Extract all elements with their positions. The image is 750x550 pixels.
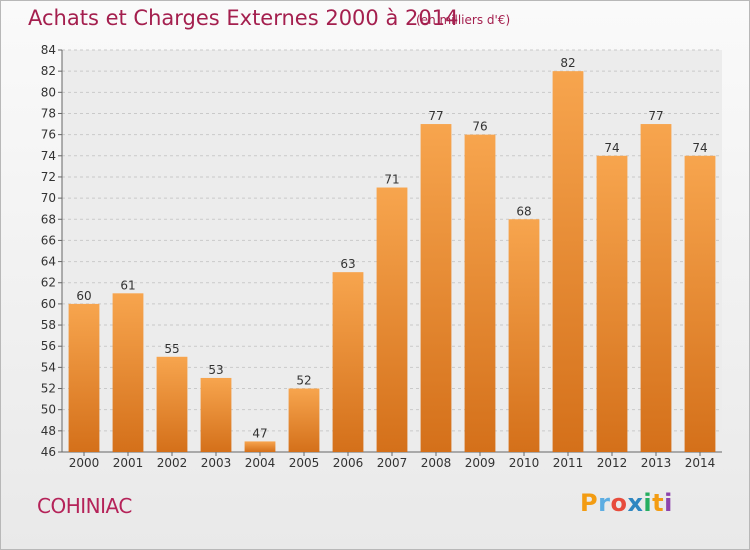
logo-letter: i: [664, 489, 673, 517]
x-tick-label: 2014: [685, 456, 716, 470]
x-tick-label: 2011: [553, 456, 584, 470]
data-label: 52: [296, 374, 311, 388]
bar: [420, 124, 452, 452]
x-tick-label: 2003: [201, 456, 232, 470]
x-tick-label: 2012: [597, 456, 628, 470]
bar: [244, 441, 276, 452]
data-label: 68: [516, 204, 531, 218]
y-tick-label: 72: [41, 170, 56, 184]
bar: [288, 388, 320, 452]
x-tick-label: 2007: [377, 456, 408, 470]
y-tick-label: 70: [41, 191, 56, 205]
bar: [552, 71, 584, 452]
y-tick-label: 54: [41, 360, 56, 374]
data-label: 74: [604, 141, 619, 155]
x-tick-label: 2006: [333, 456, 364, 470]
logo-letter: i: [643, 489, 653, 517]
logo-letter: P: [580, 489, 599, 517]
bar: [376, 187, 408, 453]
data-labels: 60 61 55 53 47 52 63 71 77 76 68 82 74 77 74: [76, 56, 707, 440]
y-tick-label: 82: [41, 64, 56, 78]
logo-letter: r: [598, 489, 611, 517]
x-tick-label: 2000: [69, 456, 100, 470]
x-tick-label: 2010: [509, 456, 540, 470]
bar: [596, 155, 628, 452]
y-tick-label: 58: [41, 318, 56, 332]
data-label: 61: [120, 278, 135, 292]
data-label: 82: [560, 56, 575, 70]
y-tick-label: 46: [41, 445, 56, 459]
y-tick-label: 74: [41, 149, 56, 163]
bar: [200, 377, 232, 452]
y-tick-label: 80: [41, 85, 56, 99]
y-tick-label: 60: [41, 297, 56, 311]
data-label: 63: [340, 257, 355, 271]
bars: [68, 71, 716, 453]
y-axis: 46 48 50 52 54 56 58 60 62 64 66 68 70 72 74 76 78 80 82 84: [41, 43, 63, 459]
data-label: 60: [76, 289, 91, 303]
logo-letter: x: [627, 489, 644, 517]
data-label: 55: [164, 342, 179, 356]
bar: [684, 155, 716, 452]
data-label: 74: [692, 141, 707, 155]
x-tick-label: 2005: [289, 456, 320, 470]
chart-unit: (en milliers d'€): [416, 13, 511, 27]
proxiti-logo[interactable]: Proxiti: [580, 489, 673, 517]
data-label: 77: [648, 109, 663, 123]
y-tick-label: 48: [41, 424, 56, 438]
x-tick-label: 2008: [421, 456, 452, 470]
bar: [156, 356, 188, 452]
y-tick-label: 50: [41, 403, 56, 417]
bar: [68, 303, 100, 452]
data-label: 77: [428, 109, 443, 123]
data-label: 53: [208, 363, 223, 377]
y-tick-label: 62: [41, 276, 56, 290]
bar: [464, 134, 496, 452]
x-tick-label: 2013: [641, 456, 672, 470]
chart-title: Achats et Charges Externes 2000 à 2014: [28, 6, 459, 30]
bar: [640, 124, 672, 452]
logo-letter: t: [652, 489, 665, 517]
x-tick-label: 2009: [465, 456, 496, 470]
logo-letter: o: [610, 489, 628, 517]
bar: [112, 293, 144, 452]
y-tick-label: 68: [41, 212, 56, 226]
y-tick-label: 78: [41, 106, 56, 120]
bar: [332, 272, 364, 452]
y-tick-label: 56: [41, 339, 56, 353]
bar: [508, 219, 540, 452]
data-label: 47: [252, 426, 267, 440]
x-tick-label: 2001: [113, 456, 144, 470]
x-tick-label: 2002: [157, 456, 188, 470]
y-tick-label: 52: [41, 382, 56, 396]
commune-name: COHINIAC: [37, 494, 132, 518]
data-label: 76: [472, 120, 487, 134]
y-tick-label: 64: [41, 255, 56, 269]
data-label: 71: [384, 173, 399, 187]
y-tick-label: 84: [41, 43, 56, 57]
y-tick-label: 76: [41, 128, 56, 142]
x-axis: 2000 2001 2002 2003 2004 2005 2006 2007 2008 2009…: [62, 451, 722, 470]
y-tick-label: 66: [41, 233, 56, 247]
x-tick-label: 2004: [245, 456, 276, 470]
